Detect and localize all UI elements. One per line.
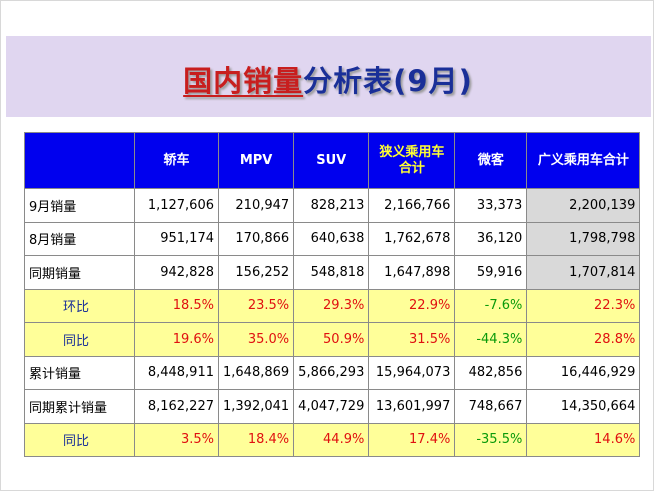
table-cell: 748,667	[454, 389, 528, 424]
table-row: 累计销量 8,448,911 1,648,869 5,866,293 15,96…	[24, 355, 641, 390]
table-row: 环比 18.5% 23.5% 29.3% 22.9% -7.6% 22.3%	[24, 288, 641, 323]
header-suv: SUV	[293, 132, 370, 189]
row-label: 同比	[24, 422, 135, 457]
table-cell: 14.6%	[526, 422, 641, 457]
slide-title-part2: 分析表(9月)	[303, 64, 473, 98]
row-label: 8月销量	[24, 221, 135, 256]
table-row: 8月销量 951,174 170,866 640,638 1,762,678 3…	[24, 221, 641, 256]
table-cell: 36,120	[454, 221, 528, 256]
row-label: 同期累计销量	[24, 389, 135, 424]
row-label: 9月销量	[24, 188, 135, 223]
table-cell: 31.5%	[368, 322, 456, 357]
table-cell: 8,162,227	[134, 389, 219, 424]
row-label: 同期销量	[24, 255, 135, 290]
sales-analysis-table: 轿车 MPV SUV 狭义乘用车合计 微客 广义乘用车合计 9月销量 1,127…	[24, 132, 641, 457]
table-cell: 210,947	[217, 188, 295, 223]
table-cell: 2,200,139	[526, 188, 641, 223]
table-cell: 1,798,798	[526, 221, 641, 256]
table-row: 同比 19.6% 35.0% 50.9% 31.5% -44.3% 28.8%	[24, 322, 641, 357]
table-cell: 170,866	[217, 221, 295, 256]
table-row: 同期累计销量 8,162,227 1,392,041 4,047,729 13,…	[24, 389, 641, 424]
table-cell: 3.5%	[134, 422, 219, 457]
header-mpv: MPV	[217, 132, 295, 189]
table-cell: 8,448,911	[134, 355, 219, 390]
table-cell: 23.5%	[217, 288, 295, 323]
table-cell: -35.5%	[454, 422, 528, 457]
table-cell: 1,647,898	[368, 255, 456, 290]
table-cell: -7.6%	[454, 288, 528, 323]
row-label: 环比	[24, 288, 135, 323]
table-cell: 548,818	[293, 255, 370, 290]
table-cell: 35.0%	[217, 322, 295, 357]
row-label: 同比	[24, 322, 135, 357]
table-cell: 5,866,293	[293, 355, 370, 390]
table-cell: 1,762,678	[368, 221, 456, 256]
table-cell: 50.9%	[293, 322, 370, 357]
table-cell: 942,828	[134, 255, 219, 290]
table-cell: 2,166,766	[368, 188, 456, 223]
table-cell: 18.4%	[217, 422, 295, 457]
header-minivan: 微客	[454, 132, 528, 189]
row-label: 累计销量	[24, 355, 135, 390]
header-sedan: 轿车	[134, 132, 219, 189]
table-cell: 22.9%	[368, 288, 456, 323]
table-cell: 482,856	[454, 355, 528, 390]
table-row: 同期销量 942,828 156,252 548,818 1,647,898 5…	[24, 255, 641, 290]
table-cell: -44.3%	[454, 322, 528, 357]
table-row: 9月销量 1,127,606 210,947 828,213 2,166,766…	[24, 188, 641, 223]
table-cell: 1,392,041	[217, 389, 295, 424]
slide-title: 国内销量分析表(9月)	[0, 58, 656, 100]
header-corner	[24, 132, 135, 189]
table-cell: 22.3%	[526, 288, 641, 323]
table-cell: 29.3%	[293, 288, 370, 323]
table-cell: 28.8%	[526, 322, 641, 357]
table-cell: 640,638	[293, 221, 370, 256]
table-cell: 16,446,929	[526, 355, 641, 390]
table-cell: 15,964,073	[368, 355, 456, 390]
table-cell: 1,648,869	[217, 355, 295, 390]
table-cell: 828,213	[293, 188, 370, 223]
table-row: 同比 3.5% 18.4% 44.9% 17.4% -35.5% 14.6%	[24, 422, 641, 457]
table-cell: 59,916	[454, 255, 528, 290]
table-cell: 18.5%	[134, 288, 219, 323]
table-cell: 17.4%	[368, 422, 456, 457]
slide-title-part1: 国内销量	[183, 64, 304, 98]
table-cell: 13,601,997	[368, 389, 456, 424]
table-cell: 156,252	[217, 255, 295, 290]
table-cell: 951,174	[134, 221, 219, 256]
header-broad-total: 广义乘用车合计	[526, 132, 641, 189]
table-cell: 1,707,814	[526, 255, 641, 290]
table-cell: 44.9%	[293, 422, 370, 457]
table-cell: 19.6%	[134, 322, 219, 357]
table-cell: 1,127,606	[134, 188, 219, 223]
table-cell: 14,350,664	[526, 389, 641, 424]
header-narrow-total: 狭义乘用车合计	[368, 132, 456, 189]
table-cell: 33,373	[454, 188, 528, 223]
title-band	[6, 36, 651, 117]
table-header-row: 轿车 MPV SUV 狭义乘用车合计 微客 广义乘用车合计	[24, 132, 641, 189]
table-cell: 4,047,729	[293, 389, 370, 424]
